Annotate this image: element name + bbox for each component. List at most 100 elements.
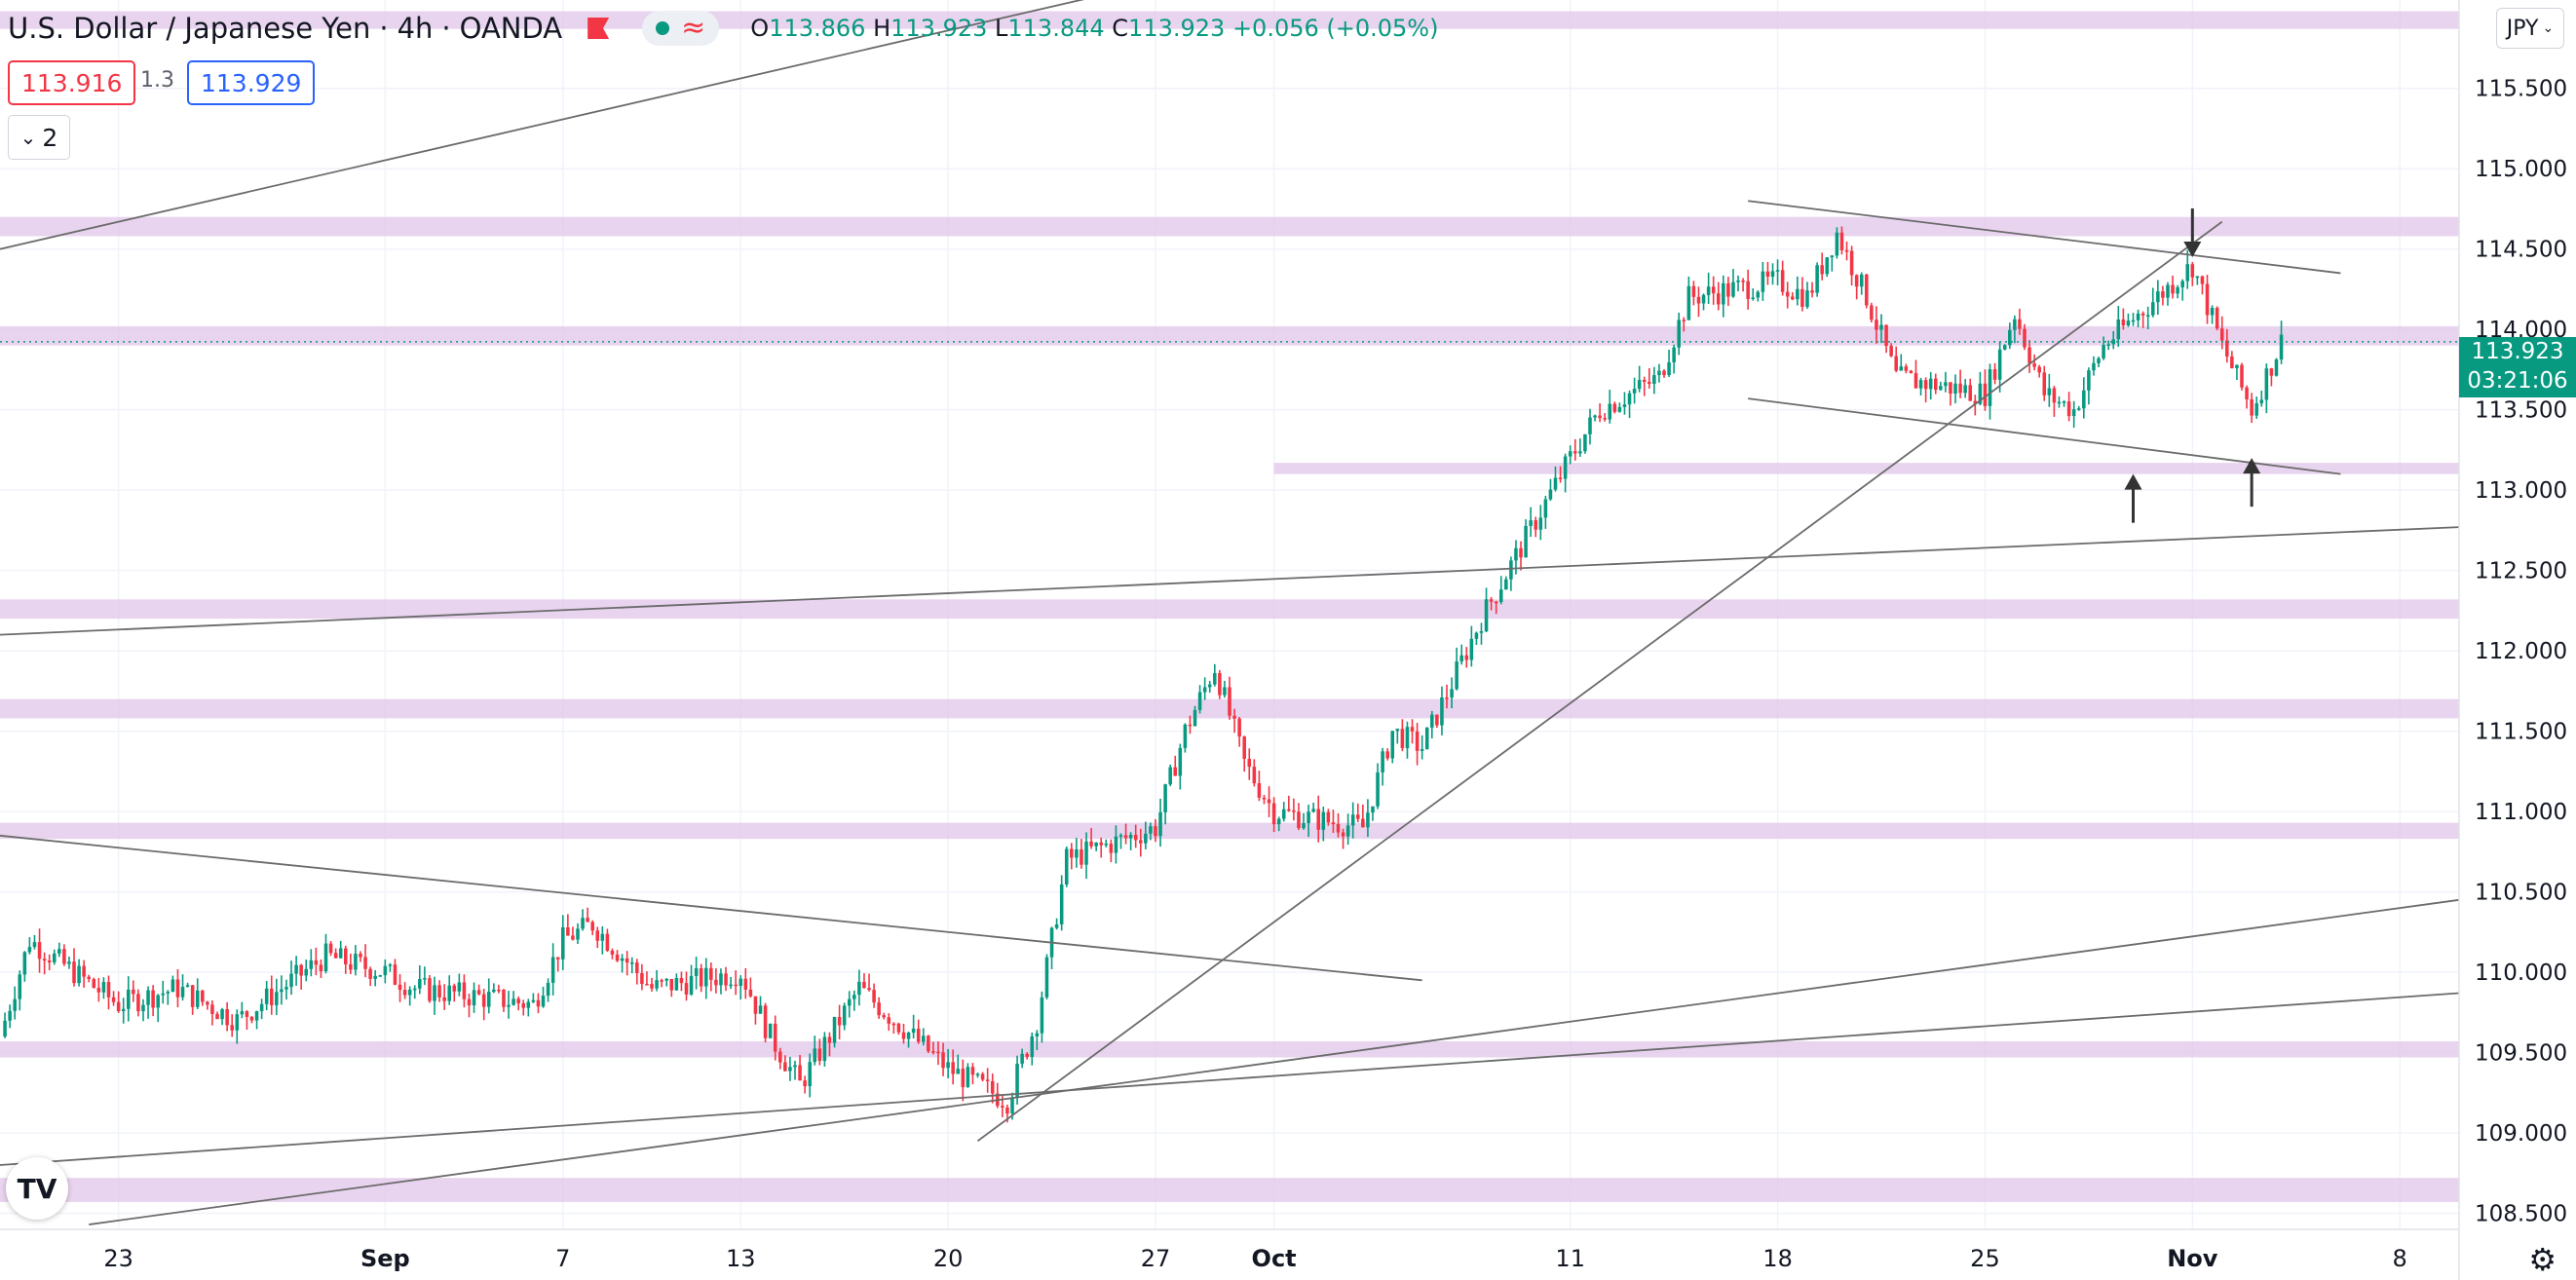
candle-body — [1558, 477, 1563, 479]
candle-body — [1450, 689, 1454, 698]
candle-body — [1420, 749, 1424, 751]
currency-button[interactable]: JPY ⌄ — [2496, 8, 2564, 49]
candle-body — [2052, 388, 2057, 403]
time-axis[interactable]: 23 Sep 7 13 20 27 Oct 11 18 25 Nov 8 — [0, 1228, 2459, 1272]
candle-body — [956, 1069, 961, 1074]
candle-body — [2185, 264, 2190, 282]
candle-body — [2156, 291, 2160, 303]
candle-body — [645, 984, 649, 986]
candle-body — [1345, 825, 1350, 837]
candle-body — [625, 958, 629, 963]
candle-body — [1001, 1106, 1004, 1108]
candle-body — [447, 985, 451, 1001]
candle-body — [699, 968, 703, 987]
candle-body — [629, 962, 634, 964]
candle-body — [837, 1016, 842, 1026]
candle-body — [437, 985, 441, 998]
candle-body — [1193, 709, 1197, 727]
candle-body — [170, 979, 175, 993]
candle-body — [1899, 366, 1904, 371]
candle-body — [1765, 271, 1770, 277]
sell-button[interactable]: 113.916 — [8, 60, 136, 105]
candle-body — [901, 1032, 906, 1039]
candle-body — [2235, 364, 2239, 368]
candle-body — [1218, 673, 1222, 696]
status-pill[interactable]: ≈ — [642, 11, 720, 46]
candle-body — [67, 961, 71, 964]
candle-body — [328, 943, 333, 954]
annotation-arrows — [2124, 207, 2261, 523]
candle-body — [2279, 334, 2284, 360]
candle-body — [1870, 305, 1874, 320]
candle-body — [1059, 884, 1064, 924]
candle-body — [1424, 727, 1429, 750]
candle-body — [990, 1080, 995, 1094]
candle-body — [1005, 1107, 1009, 1114]
candle-body — [1583, 433, 1587, 452]
interval-label[interactable]: 4h — [397, 12, 434, 45]
candle-body — [1207, 684, 1212, 688]
candle-body — [803, 1080, 807, 1087]
candle-body — [1035, 1033, 1040, 1036]
trend-line — [0, 526, 2460, 636]
high-label: H — [873, 15, 891, 42]
price-axis[interactable]: 115.500115.000114.500114.000113.500113.0… — [2458, 0, 2567, 1280]
candle-body — [571, 935, 575, 940]
candle-body — [1311, 809, 1315, 812]
candle-body — [927, 1035, 930, 1052]
time-tick-label: 7 — [555, 1245, 570, 1272]
candle-body — [87, 976, 92, 980]
gear-icon[interactable]: ⚙ — [2528, 1241, 2557, 1278]
candle-body — [373, 975, 377, 979]
candle-body — [1958, 383, 1962, 394]
candle-body — [1875, 320, 1878, 330]
zone-band — [0, 216, 2459, 237]
candle-body — [151, 990, 155, 1008]
candle-body — [502, 989, 506, 1007]
candle-body — [1548, 489, 1553, 500]
candle-body — [8, 1010, 12, 1021]
candle-body — [1593, 415, 1597, 418]
candle-body — [1440, 696, 1444, 726]
candle-body — [175, 979, 180, 998]
time-tick-label: 20 — [933, 1245, 964, 1272]
candle-body — [2171, 284, 2175, 294]
candle-body — [121, 1008, 126, 1011]
candle-body — [2002, 345, 2007, 350]
candle-body — [412, 988, 417, 991]
candle-body — [457, 982, 462, 992]
candle-body — [132, 989, 135, 995]
candle-body — [2240, 364, 2244, 388]
candle-body — [739, 978, 743, 987]
candle-body — [788, 1067, 792, 1072]
candle-body — [383, 965, 388, 976]
candle-body — [714, 979, 718, 986]
candle-body — [428, 978, 432, 1001]
candle-body — [2076, 408, 2081, 410]
candle-body — [694, 968, 699, 976]
candle-body — [541, 996, 546, 1007]
candle-body — [916, 1028, 921, 1042]
candle-body — [555, 957, 560, 960]
candle-body — [985, 1079, 990, 1081]
buy-button[interactable]: 113.929 — [187, 60, 316, 105]
flag-icon[interactable] — [587, 18, 610, 39]
legend-toggle-button[interactable]: ⌄ 2 — [8, 115, 70, 160]
candle-body — [684, 983, 689, 995]
spread-value: 1.3 — [140, 68, 174, 93]
candle-body — [1859, 274, 1864, 287]
source-label[interactable]: OANDA — [459, 12, 563, 45]
candle-body — [1099, 842, 1103, 846]
candle-body — [1731, 282, 1735, 297]
candle-body — [1276, 818, 1281, 825]
trend-line — [976, 220, 2223, 1142]
candle-body — [674, 978, 679, 991]
tradingview-logo-icon[interactable]: TV — [6, 1157, 68, 1220]
candle-body — [1405, 727, 1410, 749]
candle-body — [1183, 724, 1188, 748]
symbol-title[interactable]: U.S. Dollar / Japanese Yen — [8, 12, 371, 45]
candle-body — [1854, 275, 1859, 287]
candle-body — [210, 1004, 214, 1014]
candle-body — [206, 1001, 209, 1005]
